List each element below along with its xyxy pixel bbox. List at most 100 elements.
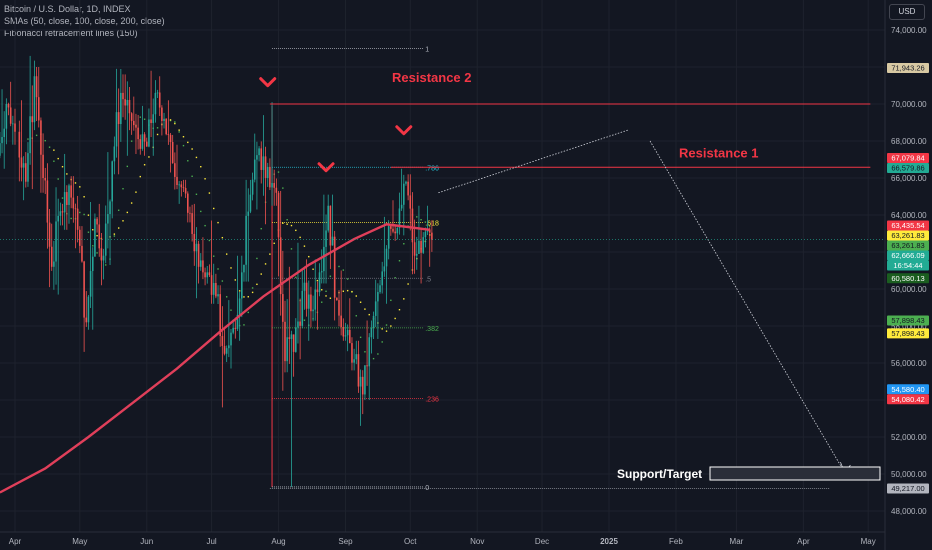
symbol-title: Bitcoin / U.S. Dollar, 1D, INDEX — [4, 4, 131, 14]
candle-body — [359, 376, 362, 387]
candle-body — [171, 141, 174, 164]
candle-body — [223, 345, 226, 354]
sma-100-dot — [308, 255, 310, 258]
candle-body — [29, 116, 31, 154]
sma-50-dot — [217, 268, 219, 270]
sma-100-dot — [329, 297, 332, 299]
sma-100-dot — [243, 296, 245, 298]
x-tick-label: Oct — [404, 537, 417, 546]
candle-body — [89, 271, 92, 297]
candle-body — [340, 315, 342, 328]
price-badge-value: 54,080.42 — [891, 395, 924, 404]
sma-50-dot — [130, 140, 133, 142]
price-badge — [887, 230, 929, 241]
candle-body — [184, 187, 187, 194]
candle-body — [314, 289, 317, 310]
candle-body — [113, 146, 116, 162]
candle-body — [284, 321, 286, 362]
sma-50-dot — [295, 276, 297, 279]
candle-body — [215, 282, 217, 297]
x-tick-label: May — [861, 537, 876, 546]
x-tick-label: Aug — [271, 537, 285, 546]
candle-body — [310, 294, 312, 312]
candle-body — [336, 297, 338, 301]
sma-100-dot — [321, 289, 323, 291]
sma-50-dot — [364, 351, 366, 353]
chart-grid — [0, 0, 885, 532]
candle-body — [238, 298, 241, 315]
candle-body — [349, 329, 351, 344]
candle-body — [411, 208, 414, 243]
price-badge — [887, 273, 929, 284]
fibonacci-legend[interactable]: Fibonacci retracement lines (150) — [4, 28, 138, 38]
sma-50-dot — [70, 217, 72, 220]
sma-50-dot — [44, 139, 46, 142]
x-tick-label: Nov — [470, 537, 484, 546]
candle-body — [40, 120, 42, 155]
sma-100-dot — [87, 214, 90, 216]
y-tick-label: 50,000.00 — [891, 470, 927, 479]
sma-100-dot — [187, 141, 189, 144]
candle-body — [396, 227, 399, 234]
sma-100-dot — [346, 289, 349, 292]
candle-body — [158, 92, 161, 108]
sma-50-dot — [329, 275, 332, 277]
sma-50-dot — [420, 219, 422, 221]
resistance-1-label: Resistance 1 — [679, 145, 759, 160]
candle-body — [141, 134, 144, 149]
candle-body — [50, 246, 53, 267]
candle-body — [20, 157, 23, 168]
candle-body — [206, 272, 209, 278]
candle-body — [25, 163, 27, 182]
currency-badge[interactable]: USD — [889, 4, 925, 20]
candle-body — [102, 255, 105, 261]
candle-body — [374, 301, 377, 316]
sma-100-dot — [208, 192, 211, 194]
sma-100-dot — [325, 295, 327, 297]
candle-body — [366, 365, 368, 367]
candle-body — [193, 233, 196, 252]
sma-50-dot — [385, 324, 388, 326]
sma-50-dot — [195, 193, 198, 195]
candle-body — [383, 266, 386, 272]
sma-50-dot — [182, 144, 185, 147]
sma-100-dot — [156, 133, 159, 136]
sma-100-dot — [174, 122, 176, 125]
candle-body — [48, 222, 51, 247]
sma-50-dot — [377, 353, 379, 355]
candle-body — [256, 155, 258, 160]
candle-body — [72, 197, 75, 209]
candle-body — [346, 329, 349, 336]
candle-body — [318, 272, 321, 293]
sma-50-dot — [105, 264, 107, 266]
candle-body — [273, 183, 275, 188]
sma-50-dot — [225, 296, 228, 298]
sma-100-dot — [182, 136, 185, 138]
sma-100-dot — [217, 221, 219, 224]
candle-body — [187, 193, 189, 213]
candle-body — [195, 243, 198, 252]
candle-body — [333, 236, 336, 298]
sma-50-dot — [346, 278, 349, 280]
sma-100-dot — [225, 253, 228, 255]
sma-100-dot — [342, 290, 345, 292]
sma-100-dot — [251, 291, 254, 294]
candle-body — [327, 205, 329, 231]
sma-50-dot — [174, 121, 176, 123]
sma-indicator-legend[interactable]: SMAs (50, close, 100, close, 200, close) — [4, 16, 165, 26]
fib-level-label: .5 — [425, 276, 431, 283]
candle-body — [98, 224, 101, 249]
candle-body — [325, 230, 327, 247]
y-tick-label: 66,000.00 — [891, 174, 927, 183]
price-badge — [887, 315, 929, 326]
annotations: Resistance 1 Resistance 2 Support/Target — [0, 70, 885, 489]
candle-body — [422, 237, 425, 253]
y-tick-label: 74,000.00 — [891, 26, 927, 35]
y-tick-label: 68,000.00 — [891, 137, 927, 146]
candle-body — [76, 208, 79, 230]
sma-100-dot — [117, 227, 120, 229]
sma-50-dot — [338, 265, 340, 268]
candle-body — [428, 229, 431, 233]
candle-body — [91, 256, 94, 272]
